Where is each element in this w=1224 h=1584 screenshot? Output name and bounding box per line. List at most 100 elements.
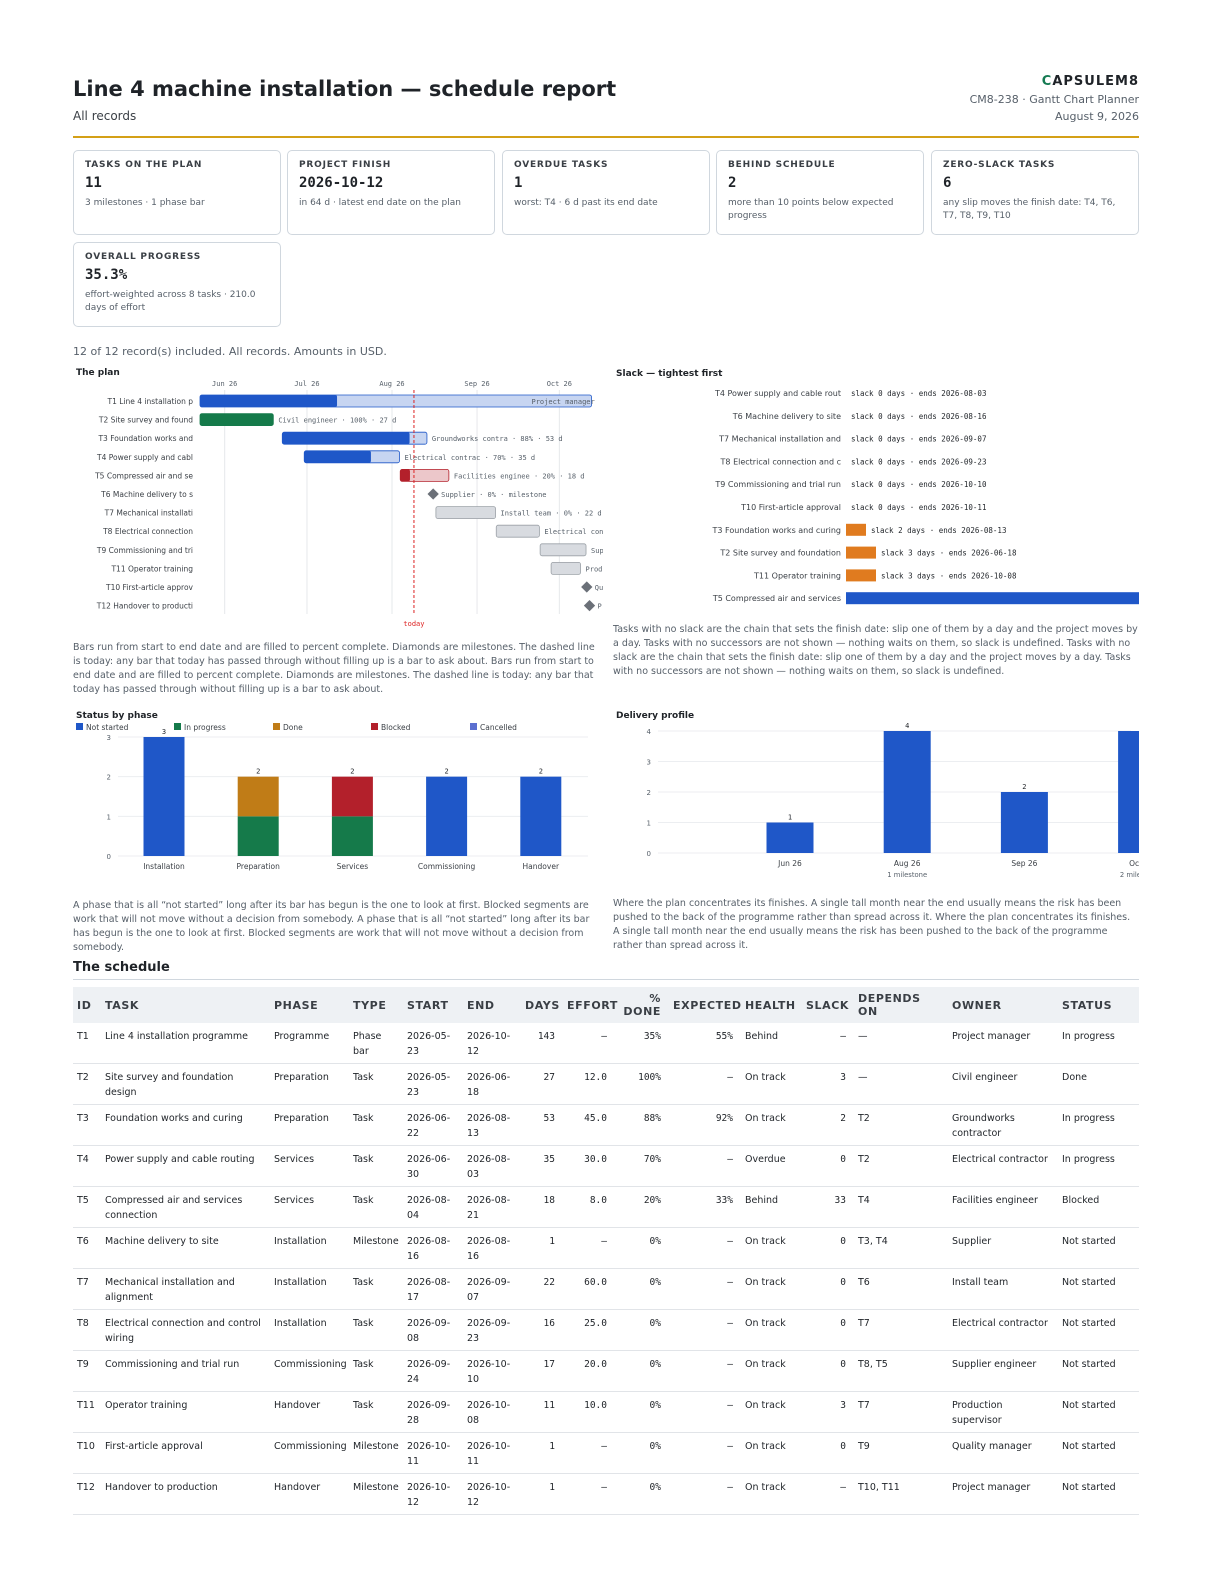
table-cell: 53 [521, 1104, 563, 1146]
gantt-bar-label: Facilities enginee · 20% · 18 d [454, 472, 585, 480]
table-cell: 0% [615, 1309, 669, 1351]
table-cell: T10, T11 [854, 1473, 948, 1515]
gantt-bar-label: Project manager [532, 398, 595, 406]
table-cell: Civil engineer [948, 1063, 1058, 1105]
gantt-tick-label: Aug 26 [379, 380, 404, 388]
table-row[interactable]: T6 Machine delivery to site Installation Mi… [73, 1227, 1139, 1269]
table-row[interactable]: T9 Commissioning and trial run Commissioni… [73, 1350, 1139, 1392]
gantt-bar-label: Groundworks contra · 88% · 53 d [432, 435, 563, 443]
brand-name: APSULEM8 [1052, 74, 1139, 89]
table-cell: Line 4 installation programme [101, 1023, 270, 1064]
table-row[interactable]: T11 Operator training Handover Task 2026-09-… [73, 1391, 1139, 1433]
column-header[interactable]: OWNER [948, 987, 1058, 1023]
column-header[interactable]: SLACK [802, 987, 854, 1023]
table-row[interactable]: T7 Mechanical installation and alignment I… [73, 1268, 1139, 1310]
delivery-category-label: Aug 26 [894, 859, 921, 868]
phase-category-label: Handover [523, 862, 560, 871]
table-cell: 2026-06-30 [403, 1145, 463, 1187]
table-cell: 35 [521, 1145, 563, 1187]
schedule-body: T1 Line 4 installation programme Programme… [73, 1023, 1139, 1515]
column-header[interactable]: STATUS [1058, 987, 1139, 1023]
table-cell: T11 [73, 1391, 101, 1433]
table-cell: Not started [1058, 1227, 1139, 1269]
gantt-task-label: T5 Compressed air and se [94, 471, 193, 480]
table-cell: 2026-06-22 [403, 1104, 463, 1146]
column-header[interactable]: EFFORT [563, 987, 617, 1023]
gantt-bar-label: Supplier enginee [591, 547, 603, 555]
table-row[interactable]: T10 First-article approval Commissioning Mi… [73, 1432, 1139, 1474]
table-cell: Behind [741, 1023, 802, 1064]
phase-bar-segment [520, 776, 562, 856]
table-cell: 3 [802, 1391, 854, 1433]
table-cell: – [563, 1432, 615, 1474]
legend-swatch [76, 723, 83, 730]
table-cell: Compressed air and services connection [101, 1186, 270, 1228]
gantt-milestone [583, 599, 596, 612]
table-row[interactable]: T4 Power supply and cable routing Services… [73, 1145, 1139, 1187]
column-header[interactable]: TASK [101, 987, 270, 1023]
table-cell: 2026-09-24 [403, 1350, 463, 1392]
table-cell: 2026-09-28 [403, 1391, 463, 1433]
table-cell: 143 [521, 1023, 563, 1064]
column-header[interactable]: DAYS [521, 987, 563, 1023]
legend-label: Cancelled [480, 723, 517, 732]
table-cell: – [669, 1268, 741, 1310]
kpi-label: TASKS ON THE PLAN [85, 160, 203, 170]
column-header[interactable]: TYPE [349, 987, 403, 1023]
column-header[interactable]: END [463, 987, 521, 1023]
kpi-note: any slip moves the finish date: T4, T6, … [943, 198, 1116, 221]
gantt-milestone [427, 488, 439, 500]
delivery-note: Where the plan concentrates its finishes… [613, 898, 1131, 951]
phase-ytick-label: 0 [107, 853, 111, 861]
column-header[interactable]: % DONE [615, 987, 669, 1023]
table-cell: T7 [73, 1268, 101, 1310]
table-cell: Handover [270, 1391, 349, 1433]
column-header[interactable]: PHASE [270, 987, 349, 1023]
table-cell: T1 [73, 1023, 101, 1064]
table-row[interactable]: T3 Foundation works and curing Preparation… [73, 1104, 1139, 1146]
gantt-bar-progress [304, 450, 371, 463]
phase-ytick-label: 1 [107, 813, 111, 821]
column-header[interactable]: HEALTH [741, 987, 802, 1023]
table-cell: On track [741, 1063, 802, 1105]
table-cell: Task [349, 1391, 403, 1433]
phase-category-label: Installation [143, 862, 185, 871]
table-cell: T8 [73, 1309, 101, 1351]
phase-total-label: 2 [350, 768, 354, 776]
gantt-task-label: T11 Operator training [110, 564, 193, 573]
table-row[interactable]: T8 Electrical connection and control wiri… [73, 1309, 1139, 1351]
table-cell: 2026-08-16 [403, 1227, 463, 1269]
slack-bar [846, 546, 876, 559]
phase-total-label: 3 [162, 728, 166, 736]
kpi-label: PROJECT FINISH [299, 160, 392, 170]
gantt-bar-progress [282, 432, 410, 445]
column-header[interactable]: START [403, 987, 463, 1023]
table-row[interactable]: T5 Compressed air and services connection… [73, 1186, 1139, 1228]
delivery-value-label: 2 [1022, 783, 1026, 791]
kpi-label: OVERALL PROGRESS [85, 252, 202, 262]
gantt-task-label: T9 Commissioning and tri [96, 546, 193, 555]
gantt-task-label: T2 Site survey and found [98, 416, 193, 425]
slack-category-label: T9 Commissioning and trial run [714, 480, 841, 489]
table-row[interactable]: T2 Site survey and foundation design Prepa… [73, 1063, 1139, 1105]
table-row[interactable]: T12 Handover to production Handover Milesto… [73, 1473, 1139, 1515]
kpi-label: BEHIND SCHEDULE [728, 160, 836, 170]
table-cell: – [669, 1309, 741, 1351]
table-cell: T2 [854, 1145, 948, 1187]
phase-bar-segment [426, 776, 468, 856]
table-row[interactable]: T1 Line 4 installation programme Programme… [73, 1023, 1139, 1064]
kpi-note: more than 10 points below expected progr… [728, 198, 894, 221]
column-header[interactable]: ID [73, 987, 101, 1023]
table-cell: 2026-10-08 [463, 1391, 521, 1433]
kpi-value: 35.3% [85, 267, 128, 283]
table-cell: – [802, 1473, 854, 1515]
table-cell: 2026-06-18 [463, 1063, 521, 1105]
table-cell: Supplier engineer [948, 1350, 1058, 1392]
column-header[interactable]: DEPENDS ON [854, 987, 948, 1023]
gantt-bar [550, 561, 581, 575]
table-cell: On track [741, 1227, 802, 1269]
column-header[interactable]: EXPECTED [669, 987, 741, 1023]
gantt-task-label: T10 First-article approv [105, 583, 194, 592]
table-cell: T8, T5 [854, 1350, 948, 1392]
slack-bar-label: slack 3 days · ends 2026-10-08 [881, 571, 1017, 580]
